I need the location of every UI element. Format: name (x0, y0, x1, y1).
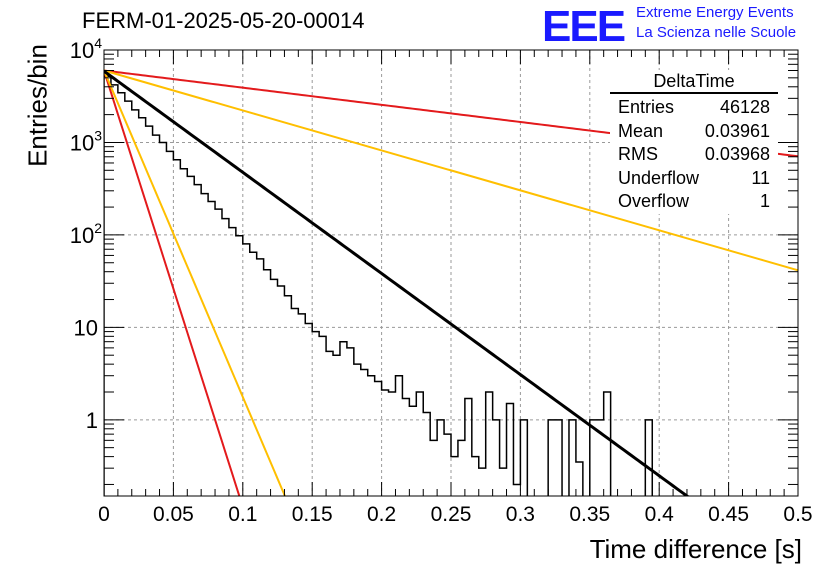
stats-box-title: DeltaTime (610, 70, 778, 94)
y-tick-label: 102 (70, 220, 102, 248)
stats-label: Underflow (618, 167, 700, 188)
stats-value: 1 (759, 191, 770, 211)
y-tick-label: 103 (70, 127, 102, 155)
reference-curve-3 (104, 69, 798, 272)
x-tick-label: 0.15 (292, 503, 333, 526)
stats-row: RMS 0.03968 (610, 143, 778, 167)
logo-line-2: La Scienza nelle Scuole (636, 24, 797, 41)
stats-value: 0.03968 (704, 144, 770, 164)
stats-row: Underflow 11 (610, 167, 778, 191)
chart-title: FERM-01-2025-05-20-00014 (82, 8, 365, 33)
histogram (104, 75, 654, 496)
reference-curve-0 (104, 70, 241, 496)
x-tick-label: 0.05 (153, 503, 194, 526)
x-tick-label: 0.1 (228, 503, 257, 526)
stats-label: Mean (618, 120, 664, 141)
logo-line-1: Extreme Energy Events (636, 4, 794, 21)
stats-row: Mean 0.03961 (610, 120, 778, 144)
x-tick-label: 0.35 (569, 503, 610, 526)
y-axis-label: Entries/bin (22, 44, 53, 167)
logo-caption: Extreme Energy Events La Scienza nelle S… (636, 3, 796, 43)
x-tick-label: 0.5 (783, 503, 812, 526)
reference-curve-1 (104, 70, 286, 496)
x-tick-label: 0.3 (506, 503, 535, 526)
stats-label: RMS (618, 144, 658, 164)
stats-row: Entries 46128 (610, 96, 778, 120)
x-tick-label: 0.2 (367, 503, 396, 526)
x-tick-label: 0.4 (645, 503, 675, 526)
exponential-fit-curve (104, 69, 690, 496)
stats-label: Entries (618, 97, 675, 117)
y-tick-label: 1 (86, 408, 98, 433)
x-tick-label: 0.25 (431, 503, 472, 526)
y-tick-labels: 1 10 102 103 104 (70, 35, 102, 433)
axis-ticks (103, 49, 799, 496)
stats-box: DeltaTime Entries 46128 Mean 0.03961 RMS 0.… (610, 70, 778, 214)
y-tick-label: 104 (70, 35, 102, 63)
fit-curves (104, 69, 798, 496)
y-tick-label: 10 (74, 315, 98, 340)
stats-row: Overflow 1 (610, 190, 778, 214)
stats-value: 0.03961 (704, 120, 770, 141)
x-tick-label: 0.45 (708, 503, 749, 526)
x-tick-label: 0 (98, 503, 110, 526)
eee-logo: EEE (542, 2, 626, 51)
stats-label: Overflow (618, 191, 690, 211)
stats-value: 46128 (719, 97, 770, 117)
histogram-steps (104, 75, 654, 496)
stats-value: 11 (751, 167, 770, 188)
x-tick-labels: 0 0.05 0.1 0.15 0.2 0.25 0.3 0.35 0.4 0.45 0.5 (98, 503, 812, 526)
x-axis-label: Time difference [s] (589, 534, 802, 564)
